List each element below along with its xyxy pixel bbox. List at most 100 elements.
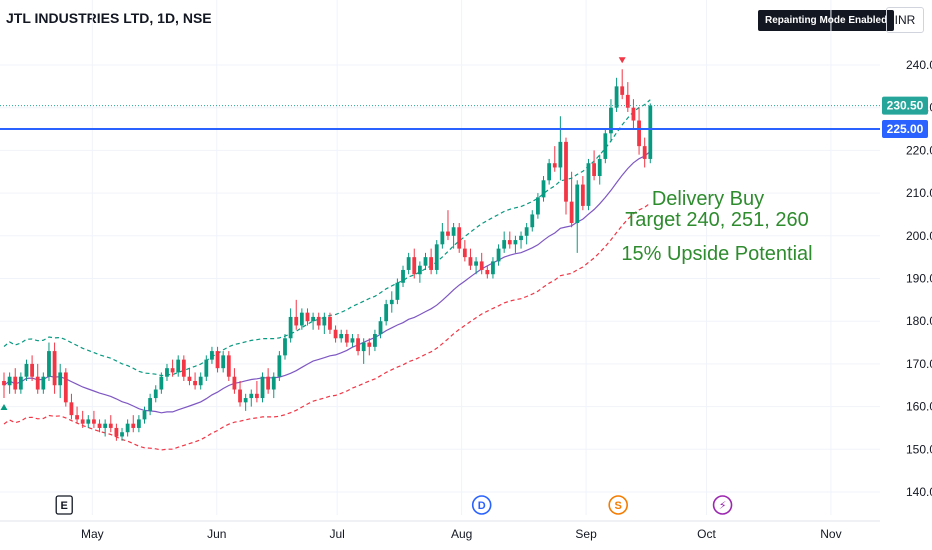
candle [446, 231, 450, 236]
candle [580, 184, 585, 206]
event-marker-label: S [615, 500, 622, 512]
candle [103, 423, 108, 428]
annotation-text: Target 240, 251, 260 [625, 209, 808, 231]
candle [451, 227, 456, 236]
candle [479, 261, 484, 270]
candle [305, 312, 310, 322]
candle [434, 244, 439, 270]
repainting-mode-badge[interactable]: Repainting Mode Enabled [758, 10, 895, 31]
candle [316, 316, 321, 326]
candle [294, 316, 299, 326]
candle [283, 338, 287, 356]
candle [462, 248, 467, 258]
candle [226, 355, 231, 377]
candle [564, 141, 568, 202]
candle [350, 338, 355, 343]
candles [2, 69, 653, 441]
candle [541, 180, 546, 198]
last-price-tag [882, 96, 928, 115]
candle [198, 376, 203, 386]
candle [519, 235, 523, 241]
y-tick-label: 190.00 [906, 272, 932, 286]
lower-envelope-line [3, 202, 651, 451]
envelope-bands [3, 99, 651, 451]
x-tick-label: Jun [207, 527, 226, 541]
candle [52, 351, 57, 386]
candle [485, 269, 490, 275]
event-marker-label: E [61, 500, 68, 512]
candle [530, 214, 535, 228]
y-tick-label: 170.00 [906, 357, 932, 371]
candle [440, 231, 445, 245]
event-markers: EDS⚡E [55, 495, 733, 515]
candle [215, 351, 220, 369]
y-tick-label: 220.00 [906, 143, 932, 157]
candle [148, 398, 153, 411]
event-marker [471, 495, 492, 515]
candle [92, 419, 96, 424]
candle [86, 419, 91, 424]
candle [474, 261, 478, 266]
candle [125, 423, 130, 433]
buy-signal-marker [0, 404, 8, 411]
y-tick-label: 150.00 [906, 442, 932, 456]
candle [648, 105, 653, 159]
candle [373, 334, 377, 347]
candle [547, 163, 552, 181]
candle [597, 158, 602, 177]
candle [63, 372, 68, 403]
candle [153, 389, 158, 399]
candle [260, 376, 265, 399]
event-marker-label: D [478, 500, 486, 512]
y-tick-label: 200.00 [906, 229, 932, 243]
candle [384, 304, 389, 322]
candle [631, 107, 636, 121]
candle [322, 316, 327, 326]
candle [524, 227, 529, 236]
candle [69, 402, 74, 416]
candle [552, 163, 557, 168]
candle [356, 338, 360, 352]
event-marker [608, 495, 628, 515]
candle [204, 359, 209, 377]
candle [401, 269, 405, 283]
annotation-text: 15% Upside Potential [621, 243, 812, 265]
currency-button[interactable]: INR [886, 7, 924, 33]
candle [255, 393, 259, 399]
candle [642, 146, 647, 159]
candle [395, 282, 400, 300]
candle [2, 380, 6, 386]
candle [507, 240, 512, 245]
candle [344, 334, 349, 343]
candle [170, 368, 175, 373]
y-tick-label: 240.00 [906, 58, 932, 72]
candle [193, 380, 197, 386]
annotation-text: Delivery Buy [652, 188, 764, 210]
candle [299, 312, 304, 326]
y-tick-label: 180.00 [906, 314, 932, 328]
candle [429, 257, 434, 270]
candle [378, 321, 383, 335]
candle [333, 329, 338, 339]
candle [491, 261, 495, 275]
y-tick-label: 210.00 [906, 186, 932, 200]
candle [496, 248, 501, 262]
candle [13, 376, 18, 390]
event-marker [55, 495, 73, 515]
candle [18, 376, 23, 390]
x-tick-label: Aug [451, 527, 472, 541]
candle [58, 372, 63, 386]
candle [159, 376, 164, 390]
candle [114, 427, 119, 437]
candle [136, 419, 141, 428]
last-price-label: 230.50 [887, 99, 924, 113]
x-tick-label: Nov [820, 527, 841, 541]
candle [423, 257, 428, 266]
candle [221, 355, 226, 369]
level-price-label: 225.00 [887, 122, 924, 136]
candle [592, 163, 596, 177]
x-tick-label: Sep [575, 527, 597, 541]
candle [210, 351, 214, 360]
candle [97, 423, 102, 428]
